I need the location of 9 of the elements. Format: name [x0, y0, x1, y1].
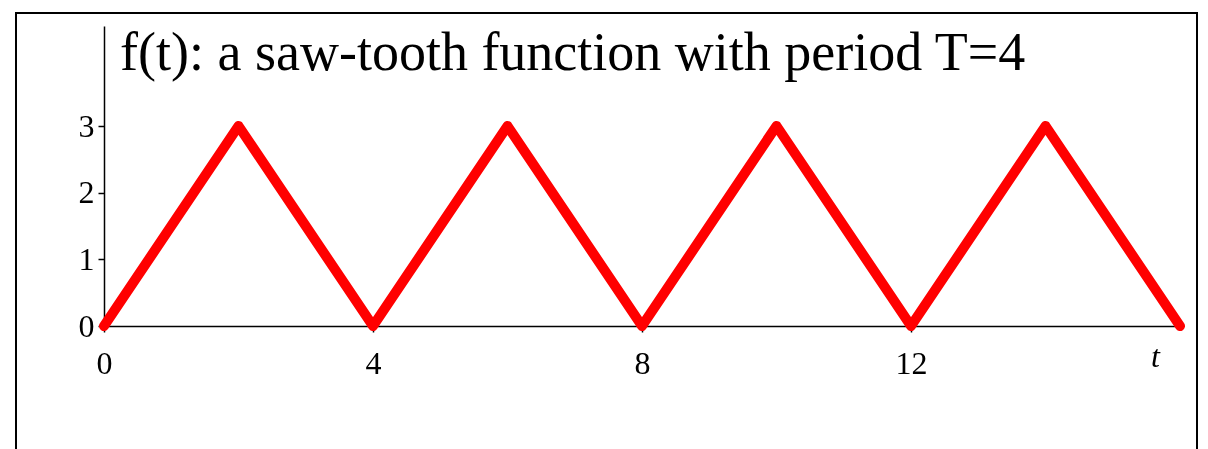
y-tick-label: 2: [78, 174, 95, 211]
x-tick-label: 12: [895, 344, 928, 381]
y-tick-label: 1: [78, 240, 95, 277]
x-axis-title: t: [1151, 337, 1162, 374]
y-tick-label: 0: [78, 307, 95, 344]
x-tick-label: 4: [365, 344, 382, 381]
x-tick-label: 8: [634, 344, 651, 381]
chart-title: f(t): a saw-tooth function with period T=4: [120, 22, 1026, 82]
y-tick-label: 3: [78, 107, 95, 144]
